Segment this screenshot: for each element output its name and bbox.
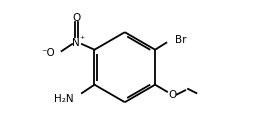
Text: Br: Br	[175, 35, 186, 45]
Text: ⁻O: ⁻O	[42, 47, 55, 58]
Text: +: +	[79, 35, 84, 40]
Text: N: N	[72, 38, 80, 48]
Text: O: O	[72, 13, 80, 23]
Text: H₂N: H₂N	[54, 94, 74, 104]
Text: O: O	[168, 89, 177, 100]
